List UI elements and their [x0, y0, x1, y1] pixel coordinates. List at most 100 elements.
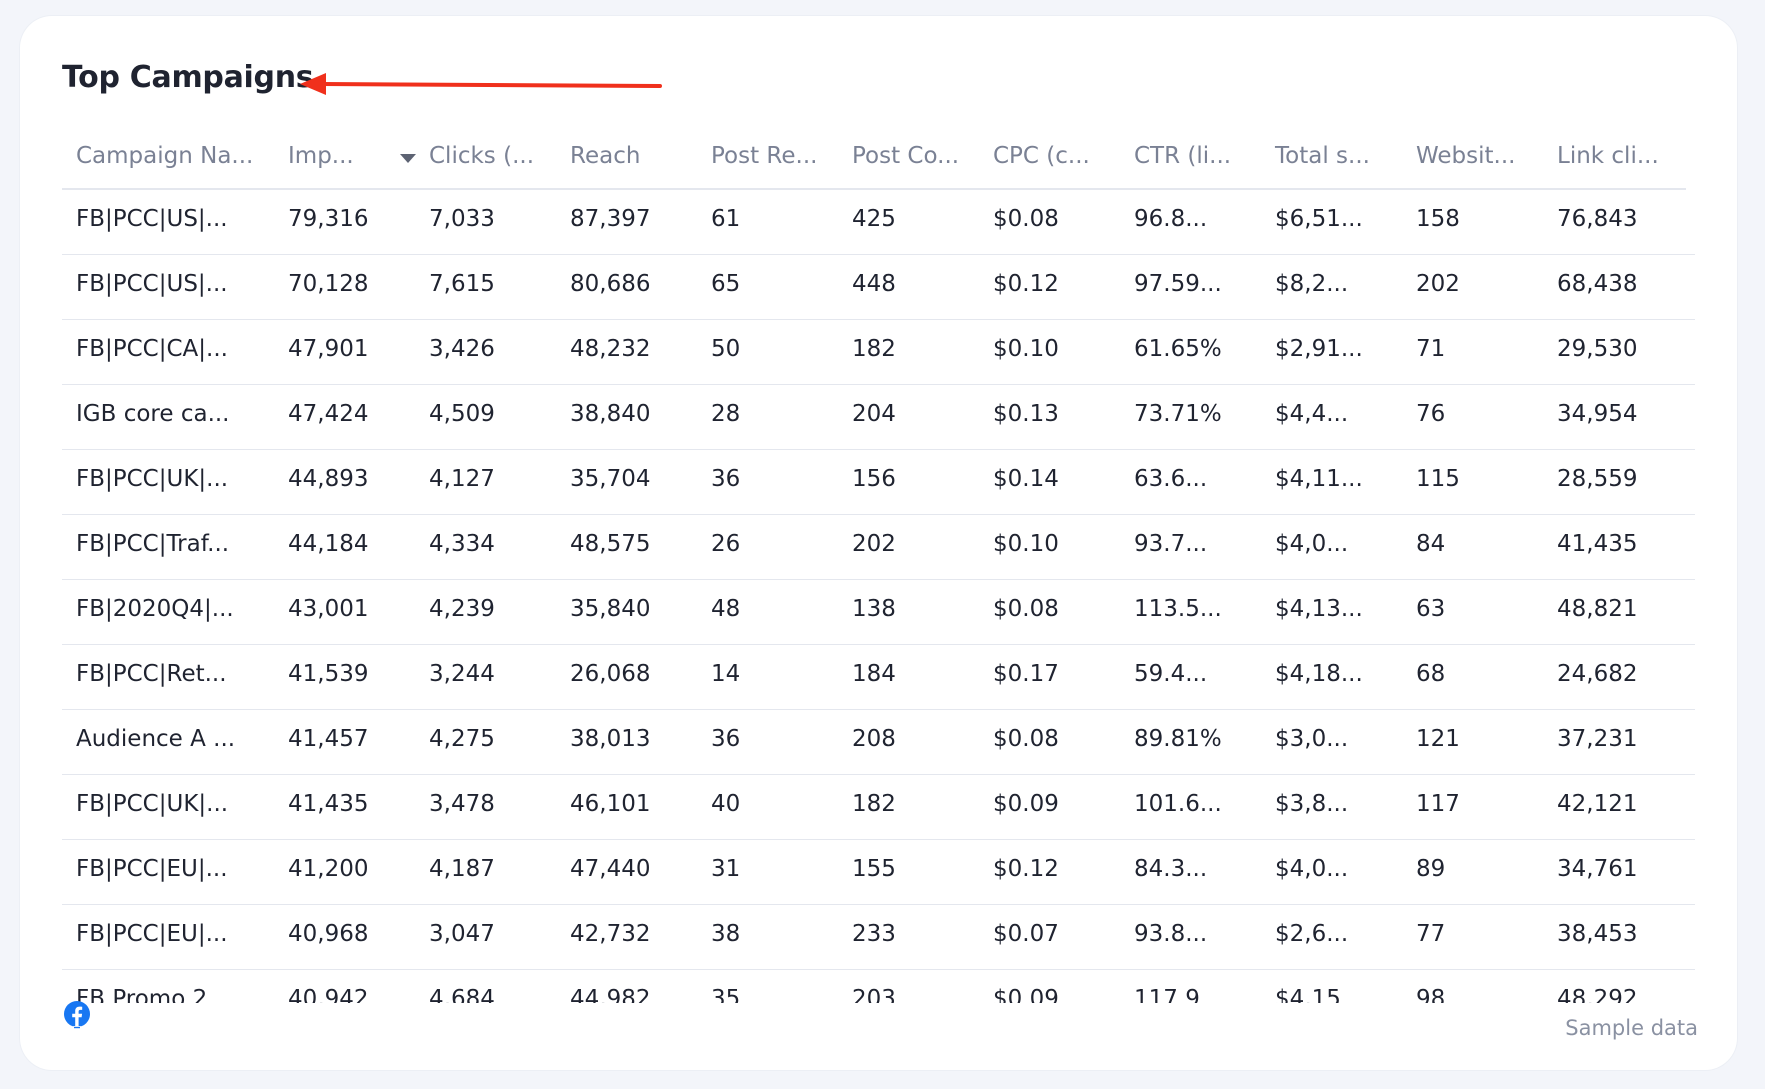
cell-clicks: 4,334	[429, 531, 495, 557]
table-row[interactable]: FB|PCC|Traf... 44,184 4,334 48,575 26 202 $0.1…	[62, 515, 1695, 580]
column-header-clicks[interactable]: Clicks (...	[429, 143, 535, 169]
cell-cpc: $0.09	[993, 791, 1059, 817]
cell-clicks: 7,615	[429, 271, 495, 297]
table-row[interactable]: FB|PCC|CA|... 47,901 3,426 48,232 50 182 $0.10…	[62, 320, 1695, 385]
cell-clicks: 4,275	[429, 726, 495, 752]
cell-reach: 46,101	[570, 791, 651, 817]
cell-cpc: $0.09	[993, 986, 1059, 1003]
cell-campaign-name: FB|PCC|EU|...	[76, 856, 228, 882]
cell-website: 63	[1416, 596, 1446, 622]
column-header-post-reactions[interactable]: Post Re...	[711, 143, 818, 169]
cell-post-reactions: 36	[711, 726, 741, 752]
table-row[interactable]: FB|PCC|UK|... 44,893 4,127 35,704 36 156 $0.14…	[62, 450, 1695, 515]
cell-cpc: $0.17	[993, 661, 1059, 687]
cell-ctr: 97.59...	[1134, 271, 1222, 297]
cell-link-clicks: 76,843	[1557, 206, 1638, 232]
cell-reach: 38,013	[570, 726, 651, 752]
cell-post-reactions: 65	[711, 271, 741, 297]
widget-title: Top Campaigns	[62, 60, 314, 95]
column-header-ctr[interactable]: CTR (li...	[1134, 143, 1232, 169]
cell-ctr: 101.6...	[1134, 791, 1222, 817]
column-header-cpc[interactable]: CPC (c...	[993, 143, 1090, 169]
cell-ctr: 61.65%	[1134, 336, 1222, 362]
table-row[interactable]: FB|PCC|US|... 70,128 7,615 80,686 65 448 $0.12…	[62, 255, 1695, 320]
cell-campaign-name: FB|PCC|Ret...	[76, 661, 227, 687]
cell-impressions: 41,435	[288, 791, 369, 817]
sort-descending-icon[interactable]	[400, 154, 416, 163]
cell-reach: 47,440	[570, 856, 651, 882]
cell-cpc: $0.12	[993, 856, 1059, 882]
column-header-post-comments[interactable]: Post Co...	[852, 143, 960, 169]
cell-campaign-name: FB|PCC|Traf...	[76, 531, 230, 557]
cell-total-spend: $4,0...	[1275, 856, 1349, 882]
cell-website: 76	[1416, 401, 1446, 427]
cell-post-reactions: 14	[711, 661, 741, 687]
cell-link-clicks: 29,530	[1557, 336, 1638, 362]
column-header-total-spend[interactable]: Total s...	[1275, 143, 1370, 169]
cell-website: 98	[1416, 986, 1446, 1003]
cell-impressions: 40,942	[288, 986, 369, 1003]
cell-impressions: 41,457	[288, 726, 369, 752]
cell-reach: 80,686	[570, 271, 651, 297]
cell-cpc: $0.13	[993, 401, 1059, 427]
cell-campaign-name: FB|PCC|UK|...	[76, 466, 229, 492]
cell-reach: 42,732	[570, 921, 651, 947]
cell-website: 121	[1416, 726, 1460, 752]
cell-website: 117	[1416, 791, 1460, 817]
cell-post-reactions: 40	[711, 791, 741, 817]
cell-post-comments: 184	[852, 661, 896, 687]
cell-clicks: 4,127	[429, 466, 495, 492]
sample-data-label: Sample data	[1565, 1016, 1698, 1040]
column-header-link-clicks[interactable]: Link cli...	[1557, 143, 1659, 169]
cell-post-comments: 202	[852, 531, 896, 557]
table-row[interactable]: FB|PCC|EU|... 40,968 3,047 42,732 38 233 $0.07…	[62, 905, 1695, 970]
cell-post-comments: 448	[852, 271, 896, 297]
cell-impressions: 47,424	[288, 401, 369, 427]
cell-clicks: 3,478	[429, 791, 495, 817]
cell-website: 77	[1416, 921, 1446, 947]
table-row[interactable]: IGB core ca... 47,424 4,509 38,840 28 204 $0.1…	[62, 385, 1695, 450]
cell-ctr: 89.81%	[1134, 726, 1222, 752]
cell-clicks: 3,047	[429, 921, 495, 947]
cell-link-clicks: 37,231	[1557, 726, 1638, 752]
table-row[interactable]: FB|PCC|Ret... 41,539 3,244 26,068 14 184 $0.17…	[62, 645, 1695, 710]
cell-post-comments: 182	[852, 791, 896, 817]
cell-post-comments: 425	[852, 206, 896, 232]
cell-total-spend: $4,11...	[1275, 466, 1363, 492]
cell-post-reactions: 28	[711, 401, 741, 427]
cell-total-spend: $6,51...	[1275, 206, 1363, 232]
cell-post-comments: 204	[852, 401, 896, 427]
cell-ctr: 73.71%	[1134, 401, 1222, 427]
column-header-impressions[interactable]: Imp...	[288, 143, 354, 169]
column-header-campaign-name[interactable]: Campaign Na...	[76, 143, 254, 169]
cell-reach: 48,575	[570, 531, 651, 557]
cell-post-reactions: 50	[711, 336, 741, 362]
cell-ctr: 63.6...	[1134, 466, 1208, 492]
table-row[interactable]: FB|PCC|UK|... 41,435 3,478 46,101 40 182 $0.09…	[62, 775, 1695, 840]
cell-post-reactions: 36	[711, 466, 741, 492]
cell-cpc: $0.08	[993, 596, 1059, 622]
cell-reach: 35,840	[570, 596, 651, 622]
cell-reach: 44,982	[570, 986, 651, 1003]
table-row[interactable]: FB Promo 2... 40,942 4,684 44,982 35 203 $0.09…	[62, 970, 1695, 1003]
column-header-reach[interactable]: Reach	[570, 143, 641, 169]
cell-cpc: $0.10	[993, 336, 1059, 362]
cell-link-clicks: 28,559	[1557, 466, 1638, 492]
table-row[interactable]: FB|PCC|EU|... 41,200 4,187 47,440 31 155 $0.12…	[62, 840, 1695, 905]
cell-campaign-name: FB|PCC|UK|...	[76, 791, 229, 817]
cell-link-clicks: 48,292	[1557, 986, 1638, 1003]
cell-total-spend: $4,4...	[1275, 401, 1349, 427]
cell-link-clicks: 68,438	[1557, 271, 1638, 297]
table-row[interactable]: FB|PCC|US|... 79,316 7,033 87,397 61 425 $0.08…	[62, 190, 1695, 255]
cell-clicks: 4,239	[429, 596, 495, 622]
cell-campaign-name: FB|PCC|EU|...	[76, 921, 228, 947]
cell-total-spend: $2,6...	[1275, 921, 1349, 947]
campaigns-table: Campaign Na... Imp... Clicks (... Reach …	[62, 123, 1695, 1003]
column-header-website[interactable]: Websit...	[1416, 143, 1516, 169]
cell-link-clicks: 34,761	[1557, 856, 1638, 882]
cell-cpc: $0.14	[993, 466, 1059, 492]
table-row[interactable]: Audience A ... 41,457 4,275 38,013 36 208 $0.0…	[62, 710, 1695, 775]
cell-website: 202	[1416, 271, 1460, 297]
table-row[interactable]: FB|2020Q4|... 43,001 4,239 35,840 48 138 $0.08…	[62, 580, 1695, 645]
cell-link-clicks: 41,435	[1557, 531, 1638, 557]
